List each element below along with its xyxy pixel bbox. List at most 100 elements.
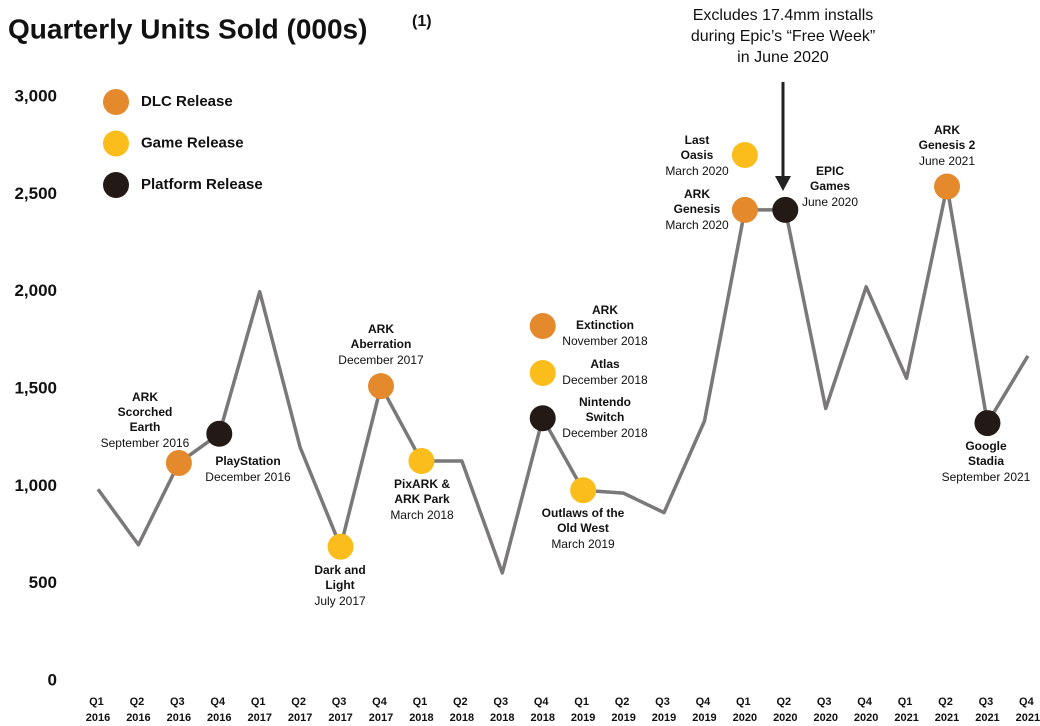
- x-tick-year: 2020: [733, 712, 757, 724]
- x-tick-year: 2019: [652, 712, 676, 724]
- y-tick-label: 500: [29, 573, 57, 592]
- release-marker: [529, 360, 556, 386]
- x-tick-label: Q2 2018: [450, 696, 474, 724]
- callout-arrowhead: [775, 176, 791, 191]
- annotation-label: Earth: [130, 420, 161, 434]
- x-tick-year: 2021: [894, 712, 918, 724]
- release-marker: [934, 173, 961, 200]
- y-tick-label: 2,500: [14, 184, 57, 203]
- x-tick-label: Q2 2020: [773, 696, 797, 724]
- x-tick-quarter: Q1: [574, 696, 592, 708]
- x-tick-quarter: Q4: [210, 696, 228, 708]
- x-tick-quarter: Q2: [938, 696, 956, 708]
- x-tick-quarter: Q3: [170, 696, 188, 708]
- x-tick-year: 2018: [409, 712, 433, 724]
- annotation-date: March 2020: [665, 164, 729, 178]
- annotation-label: Outlaws of the: [542, 506, 625, 520]
- x-tick-label: Q2 2021: [935, 696, 959, 724]
- annotation-label: ARK: [368, 322, 394, 336]
- x-tick-label: Q3 2016: [167, 696, 191, 724]
- x-tick-quarter: Q4: [696, 696, 714, 708]
- x-tick-year: 2018: [530, 712, 554, 724]
- x-tick-label: Q2 2019: [611, 696, 635, 724]
- x-tick-label: Q3 2017: [328, 696, 352, 724]
- x-tick-year: 2019: [611, 712, 635, 724]
- line: [96, 184, 1030, 575]
- annotation-label: Oasis: [681, 148, 714, 162]
- x-tick-year: 2016: [167, 712, 191, 724]
- annotation-label: PixARK &: [394, 477, 450, 491]
- x-tick-label: Q1 2021: [894, 696, 918, 724]
- annotation-label: Google: [965, 439, 1007, 453]
- annotation-label: EPIC: [816, 164, 844, 178]
- x-tick-label: Q1 2017: [247, 696, 271, 724]
- annotation-label: ARK: [132, 390, 158, 404]
- annotation-label: Genesis 2: [919, 138, 976, 152]
- x-tick-year: 2017: [247, 712, 271, 724]
- annotation-label: Stadia: [968, 454, 1004, 468]
- annotation-date: September 2021: [942, 470, 1031, 484]
- annotation-label: ARK Park: [394, 492, 450, 506]
- callout-text: during Epic’s “Free Week”: [691, 28, 875, 45]
- x-tick-quarter: Q1: [736, 696, 754, 708]
- x-tick-quarter: Q2: [776, 696, 794, 708]
- y-tick-label: 1,500: [14, 378, 57, 397]
- annotation-date: June 2021: [919, 154, 975, 168]
- callout-text: Excludes 17.4mm installs: [693, 7, 874, 24]
- release-marker: [327, 533, 354, 560]
- x-tick-year: 2017: [369, 712, 393, 724]
- y-tick-label: 3,000: [14, 86, 57, 105]
- annotation-label: Games: [810, 179, 850, 193]
- annotation-label: ARK: [934, 123, 960, 137]
- release-marker: [570, 477, 597, 504]
- x-tick-year: 2016: [86, 712, 110, 724]
- x-tick-year: 2020: [813, 712, 837, 724]
- callout-text: in June 2020: [737, 49, 829, 66]
- x-tick-year: 2021: [935, 712, 959, 724]
- x-tick-quarter: Q2: [291, 696, 309, 708]
- release-marker: [974, 410, 1001, 437]
- release-marker: [368, 373, 395, 400]
- x-tick-year: 2020: [854, 712, 878, 724]
- release-marker: [165, 449, 192, 476]
- annotation-label: Aberration: [351, 337, 412, 351]
- x-tick-year: 2021: [975, 712, 999, 724]
- annotation-label: PlayStation: [215, 454, 280, 468]
- x-tick-label: Q1 2020: [733, 696, 757, 724]
- x-tick-quarter: Q3: [817, 696, 835, 708]
- legend-swatch: [103, 172, 129, 198]
- annotation-date: June 2020: [802, 195, 858, 209]
- x-tick-label: Q4 2018: [530, 696, 554, 724]
- annotation-date: March 2020: [665, 218, 729, 232]
- x-tick-quarter: Q3: [655, 696, 673, 708]
- annotation-date: November 2018: [562, 334, 648, 348]
- x-tick-year: 2020: [773, 712, 797, 724]
- x-tick-year: 2016: [207, 712, 231, 724]
- release-marker: [529, 313, 556, 339]
- x-tick-quarter: Q4: [1019, 696, 1037, 708]
- annotation-label: Atlas: [590, 357, 620, 371]
- annotation-date: December 2018: [562, 426, 648, 440]
- annotation-label: Dark and: [314, 563, 365, 577]
- annotation-date: December 2017: [338, 353, 424, 367]
- x-tick-label: Q1 2016: [86, 696, 110, 724]
- x-tick-year: 2021: [1016, 712, 1040, 724]
- legend-swatch: [103, 130, 129, 157]
- annotation-label: Light: [325, 578, 354, 592]
- x-tick-year: 2017: [328, 712, 352, 724]
- x-tick-year: 2018: [450, 712, 474, 724]
- x-tick-label: Q2 2017: [288, 696, 312, 724]
- x-tick-year: 2019: [571, 712, 595, 724]
- x-tick-year: 2018: [490, 712, 514, 724]
- x-tick-quarter: Q3: [493, 696, 511, 708]
- x-tick-quarter: Q2: [130, 696, 148, 708]
- release-marker: [772, 196, 799, 223]
- x-tick-label: Q4 2016: [207, 696, 231, 724]
- annotation-label: Old West: [557, 521, 609, 535]
- x-tick-label: Q3 2018: [490, 696, 514, 724]
- release-marker: [731, 196, 758, 223]
- release-marker: [731, 142, 758, 168]
- x-tick-label: Q4 2020: [854, 696, 878, 724]
- y-tick-label: 1,000: [14, 476, 57, 495]
